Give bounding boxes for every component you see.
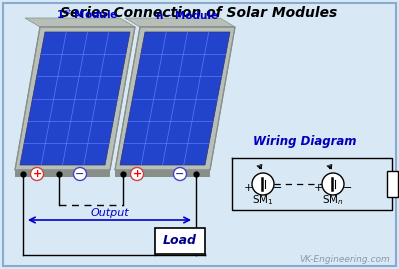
Text: SM$_n$: SM$_n$ (322, 193, 344, 207)
Text: R$_L$: R$_L$ (397, 176, 399, 192)
Text: −: − (273, 183, 282, 193)
Circle shape (30, 168, 43, 180)
Text: Output: Output (90, 208, 129, 218)
Polygon shape (15, 27, 43, 170)
Circle shape (73, 168, 87, 180)
Polygon shape (115, 27, 143, 170)
Text: VK-Engineering.com: VK-Engineering.com (299, 254, 390, 264)
Circle shape (130, 168, 144, 180)
Text: n - Module: n - Module (156, 11, 219, 21)
Bar (387, 171, 397, 197)
Polygon shape (15, 27, 135, 170)
Polygon shape (25, 18, 135, 27)
Polygon shape (125, 18, 235, 27)
Text: −: − (175, 169, 185, 179)
Text: −: − (343, 183, 353, 193)
Text: +: + (313, 183, 323, 193)
Text: Load: Load (163, 235, 197, 247)
Polygon shape (115, 27, 235, 170)
Polygon shape (120, 32, 230, 165)
Text: +: + (132, 169, 142, 179)
Circle shape (322, 173, 344, 195)
Text: Series Connection of Solar Modules: Series Connection of Solar Modules (60, 6, 338, 20)
Bar (155, 228, 205, 254)
Text: +: + (32, 169, 41, 179)
Polygon shape (20, 32, 130, 165)
Polygon shape (15, 170, 110, 177)
Circle shape (174, 168, 186, 180)
Text: +: + (243, 183, 253, 193)
Text: −: − (75, 169, 85, 179)
Text: Wiring Diagram: Wiring Diagram (253, 136, 357, 148)
Text: 1$^{st}$ Module: 1$^{st}$ Module (56, 7, 119, 21)
Circle shape (252, 173, 274, 195)
Polygon shape (115, 170, 210, 177)
Text: SM$_1$: SM$_1$ (252, 193, 274, 207)
